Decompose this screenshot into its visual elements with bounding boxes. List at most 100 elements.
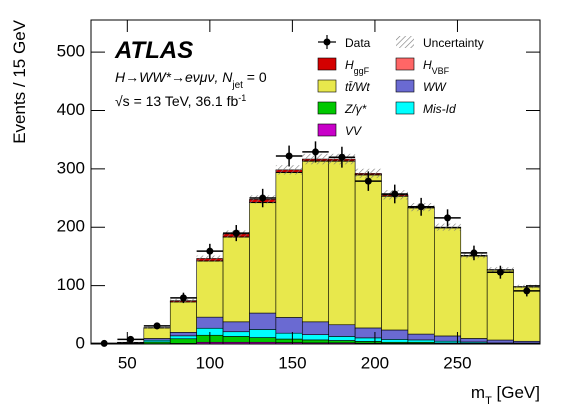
data-point	[232, 229, 240, 237]
chart-title: ATLAS	[114, 37, 193, 64]
x-tick-label: 150	[278, 353, 306, 372]
legend-marker	[317, 79, 337, 93]
legend-label: tt̄/Wt	[345, 80, 370, 94]
stack-segment	[486, 269, 514, 341]
data-point	[470, 249, 478, 257]
stack-segment	[249, 337, 277, 343]
legend-label: Z/γ*	[344, 102, 367, 116]
data-point	[127, 335, 135, 343]
data-point	[391, 190, 399, 198]
stack-segment	[169, 332, 197, 337]
stack-segment	[301, 334, 330, 341]
data-point	[444, 214, 452, 222]
legend-marker	[396, 36, 414, 48]
x-tick-label: 200	[361, 353, 389, 372]
stack-segment	[434, 335, 462, 342]
legend-name: H	[345, 58, 354, 72]
legend-label: Mis-Id	[423, 102, 456, 116]
stack-segment	[354, 337, 382, 342]
data-point	[100, 339, 108, 347]
stack-segment	[169, 335, 197, 340]
stack-segment	[301, 160, 330, 323]
data-point	[338, 153, 346, 161]
stack-segment	[328, 340, 356, 344]
stack-segment	[381, 339, 409, 343]
x-label-sub: T	[485, 395, 492, 407]
legend-name: WW	[423, 80, 447, 94]
legend-label: HggF	[345, 58, 370, 76]
stack-segment	[381, 196, 409, 331]
legend-label: WW	[423, 80, 447, 94]
stack-segment	[460, 255, 488, 339]
legend-marker	[317, 57, 337, 71]
stack-segment	[222, 236, 250, 323]
stack-segment	[249, 312, 277, 330]
process-label: H→WW*→eνμν, Njet = 0	[115, 69, 267, 91]
x-axis-label: mT [GeV]	[471, 383, 540, 407]
legend-sub: ggF	[354, 66, 370, 76]
legend-sub: VBF	[432, 66, 450, 76]
stack-segment	[196, 260, 224, 318]
stack-segment	[486, 339, 514, 344]
y-tick-label: 500	[57, 42, 85, 61]
y-axis-label: Events / 15 GeV	[10, 19, 29, 143]
legend-label: VV	[345, 124, 362, 138]
y-tick-label: 200	[57, 217, 85, 236]
data-point	[364, 177, 372, 185]
x-label-unit: [GeV]	[492, 383, 540, 402]
data-point	[285, 152, 293, 160]
stack-segment	[328, 324, 356, 337]
legend-name: Mis-Id	[423, 102, 456, 116]
x-label-main: m	[471, 383, 485, 402]
stack-segment	[249, 329, 277, 338]
stack-segment	[407, 333, 435, 341]
stack-segment	[301, 339, 330, 344]
legend-label: Data	[345, 36, 371, 50]
stack-segment	[275, 172, 303, 318]
plot-frame	[90, 19, 541, 345]
y-tick-label: 100	[57, 275, 85, 294]
stack-segment	[169, 301, 197, 333]
legend-marker	[395, 101, 415, 115]
stack-segment	[407, 339, 435, 343]
data-point	[417, 203, 425, 211]
stack-segment	[354, 327, 382, 339]
y-tick-label: 0	[76, 333, 85, 352]
stack-segment	[196, 316, 224, 329]
y-tick-label: 400	[57, 100, 85, 119]
legend-marker	[395, 57, 415, 71]
energy-sup: -1	[238, 93, 246, 103]
stack-segment	[301, 321, 330, 335]
stack-segment	[275, 317, 303, 334]
process-main: H→WW*→eνμν, N	[115, 69, 233, 85]
stack-segment	[407, 207, 435, 335]
stack-segment	[434, 227, 462, 337]
data-point	[206, 247, 214, 255]
process-sub: jet	[231, 80, 243, 91]
energy-main: √s = 13 TeV, 36.1 fb	[115, 93, 238, 109]
data-point	[153, 322, 161, 330]
data-point	[496, 268, 504, 276]
legend-marker	[395, 79, 415, 93]
legend-label: HVBF	[423, 58, 450, 76]
stack-segment	[381, 329, 409, 340]
legend-name: tt̄/Wt	[345, 80, 370, 94]
stack-segment	[328, 160, 356, 326]
x-tick-label: 250	[443, 353, 471, 372]
x-tick-label: 50	[118, 353, 137, 372]
stack-segment	[222, 331, 250, 337]
stack-segment	[222, 336, 250, 343]
legend-name: Z/γ*	[344, 102, 367, 116]
stack-segment	[275, 332, 303, 340]
data-point	[523, 287, 531, 295]
energy-label: √s = 13 TeV, 36.1 fb-1	[115, 93, 246, 109]
legend-label: Uncertainty	[423, 36, 484, 50]
legend-name: H	[423, 58, 432, 72]
y-tick-label: 300	[57, 158, 85, 177]
stack-segment	[328, 336, 356, 341]
stack-segment	[354, 174, 382, 329]
stack-segment	[275, 338, 303, 343]
data-point	[259, 194, 267, 202]
stack-segment	[249, 202, 277, 314]
